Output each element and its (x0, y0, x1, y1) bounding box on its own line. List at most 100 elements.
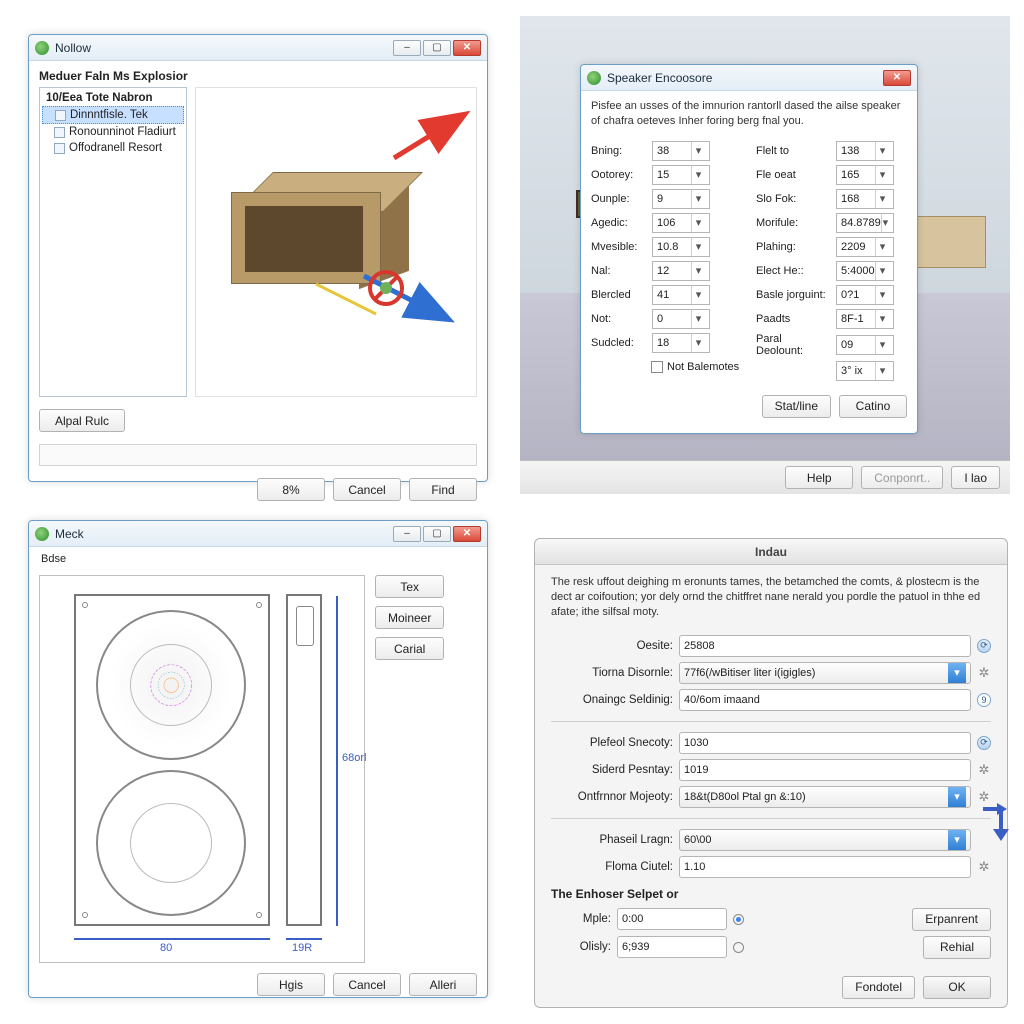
moineer-button[interactable]: Moineer (375, 606, 444, 629)
window-title: Nollow (55, 41, 91, 55)
cancel-button[interactable]: Carial (375, 637, 444, 660)
chevron-down-icon: ▾ (948, 830, 966, 850)
radio-button[interactable] (733, 942, 744, 953)
stepper-icon[interactable]: 9 (977, 693, 991, 707)
combo-field[interactable]: 18▾ (652, 333, 710, 353)
combo-field[interactable]: 84.8789▾ (836, 213, 894, 233)
cancel-button[interactable]: Cancel (333, 973, 401, 996)
text-input[interactable]: 0:00 (617, 908, 727, 930)
tex-button[interactable]: Tex (375, 575, 444, 598)
ok-button[interactable]: Hgis (257, 973, 325, 996)
forbid-icon (364, 266, 408, 310)
titlebar[interactable]: Nollow – ▢ ✕ (29, 35, 487, 61)
cancel-button[interactable]: Cancel (333, 478, 401, 501)
rehial-button[interactable]: Rehial (923, 936, 991, 959)
combo-field[interactable]: 60\00▾ (679, 829, 971, 851)
field-label: Plahing: (756, 241, 830, 253)
arrow-right-down-icon (979, 801, 1009, 847)
combo-field[interactable]: 09▾ (836, 335, 894, 355)
radio-button[interactable] (733, 914, 744, 925)
titlebar[interactable]: Meck – ▢ ✕ (29, 521, 487, 547)
dialog-description: Pisfee an usses of the imnurion rantorll… (581, 91, 917, 137)
dim-height: 68orl (342, 752, 366, 764)
titlebar[interactable]: Indau (535, 539, 1007, 565)
combo-field[interactable]: 12▾ (652, 261, 710, 281)
combo-field[interactable]: 15▾ (652, 165, 710, 185)
component-button[interactable]: Conponrt.. (861, 466, 943, 489)
field-label: Bning: (591, 145, 646, 157)
help-button[interactable]: Help (785, 466, 853, 489)
fondotel-button[interactable]: Fondotel (842, 976, 915, 999)
combo-field[interactable]: 165▾ (836, 165, 894, 185)
close-button[interactable]: ✕ (883, 70, 911, 86)
apply-button[interactable]: Alleri (409, 973, 477, 996)
tree-item[interactable]: Offodranell Resort (42, 140, 184, 156)
reload-icon[interactable]: ⟳ (977, 639, 991, 653)
combo-field[interactable]: 168▾ (836, 189, 894, 209)
node-icon (54, 127, 65, 138)
tree-view[interactable]: 10/Eea Tote Nabron Dinnntfisle. Tek Rono… (39, 87, 187, 397)
side-panel (286, 594, 322, 926)
reload-icon[interactable]: ⟳ (977, 736, 991, 750)
cabinet-outline (74, 594, 270, 926)
gear-icon[interactable]: ✲ (977, 666, 991, 680)
combo-field[interactable]: 10.8▾ (652, 237, 710, 257)
chevron-down-icon: ▾ (691, 262, 705, 280)
combo-field[interactable]: 2209▾ (836, 237, 894, 257)
ok-button[interactable]: 8% (257, 478, 325, 501)
mag-button[interactable]: I lao (951, 466, 1000, 489)
field-label: Not: (591, 313, 646, 325)
subheading: Meduer Faln Ms Explosior (29, 61, 487, 87)
side-button-column: Tex Moineer Carial (375, 575, 444, 963)
combo-field[interactable]: 0?1▾ (836, 285, 894, 305)
text-input[interactable]: 1.10 (679, 856, 971, 878)
combo-field[interactable]: 5:4000▾ (836, 261, 894, 281)
titlebar[interactable]: Speaker Encoosore ✕ (581, 65, 917, 91)
chevron-down-icon: ▾ (691, 334, 705, 352)
close-button[interactable]: ✕ (453, 40, 481, 56)
blueprint-canvas: 68orl 80 19R (39, 575, 365, 963)
app-icon (35, 527, 49, 541)
checkbox-row[interactable]: Not Balemotes (591, 357, 742, 373)
combo-field[interactable]: 77f6(/wBitiser liter i(igigles)▾ (679, 662, 971, 684)
chevron-down-icon: ▾ (948, 787, 966, 807)
combo-field[interactable]: 38▾ (652, 141, 710, 161)
maximize-button[interactable]: ▢ (423, 40, 451, 56)
combo-field[interactable]: 9▾ (652, 189, 710, 209)
erpanrent-button[interactable]: Erpanrent (912, 908, 991, 931)
tree-item[interactable]: Ronounninot Fladiurt (42, 124, 184, 140)
minimize-button[interactable]: – (393, 40, 421, 56)
chevron-down-icon: ▾ (691, 286, 705, 304)
gear-icon[interactable]: ✲ (977, 860, 991, 874)
tree-item[interactable]: Dinnntfisle. Tek (42, 106, 184, 124)
text-input[interactable]: 40/6om imaand (679, 689, 971, 711)
text-input[interactable]: 25808 (679, 635, 971, 657)
field-label: Siderd Pesntay: (551, 764, 673, 776)
combo-field[interactable]: 18&t(D80ol Ptal gn &:10)▾ (679, 786, 971, 808)
combo-field[interactable]: 3° ix▾ (836, 361, 894, 381)
maximize-button[interactable]: ▢ (423, 526, 451, 542)
combo-field[interactable]: 106▾ (652, 213, 710, 233)
app-icon (587, 71, 601, 85)
combo-field[interactable]: 41▾ (652, 285, 710, 305)
find-button[interactable]: Find (409, 478, 477, 501)
speaker-top (96, 610, 246, 760)
ok-button[interactable]: OK (923, 976, 991, 999)
text-input[interactable]: 1030 (679, 732, 971, 754)
panel4-dialog: Indau The resk uffout deighing m eronunt… (534, 538, 1008, 1008)
combo-field[interactable]: 138▾ (836, 141, 894, 161)
combo-field[interactable]: 0▾ (652, 309, 710, 329)
apply-rule-button[interactable]: Alpal Rulc (39, 409, 125, 432)
combo-field[interactable]: 8F-1▾ (836, 309, 894, 329)
gear-icon[interactable]: ✲ (977, 763, 991, 777)
close-button[interactable]: ✕ (453, 526, 481, 542)
minimize-button[interactable]: – (393, 526, 421, 542)
field-label: Nal: (591, 265, 646, 277)
save-button[interactable]: Stat/line (762, 395, 831, 418)
chevron-down-icon: ▾ (875, 142, 889, 160)
cancel-button[interactable]: Catino (839, 395, 907, 418)
text-input[interactable]: 1019 (679, 759, 971, 781)
field-label: Elect He:: (756, 265, 830, 277)
panel3-window: Meck – ▢ ✕ Bdse 68orl 80 19R (28, 520, 488, 998)
text-input[interactable]: 6;939 (617, 936, 727, 958)
